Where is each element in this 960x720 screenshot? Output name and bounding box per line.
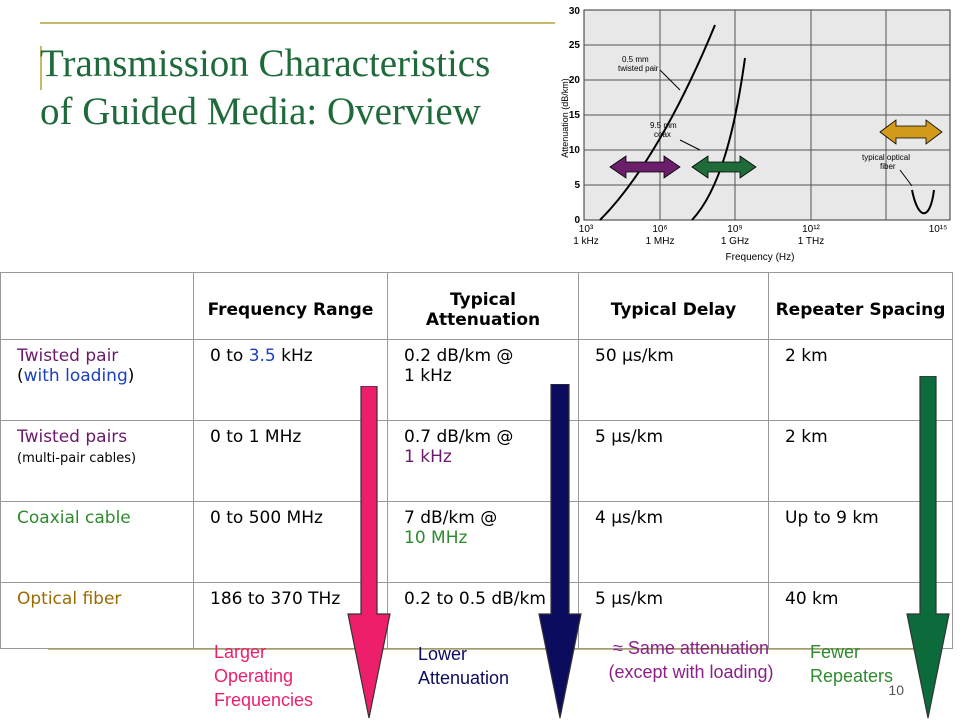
green-down-arrow	[906, 376, 950, 719]
slide-title: Transmission Characteristics of Guided M…	[40, 40, 550, 136]
cell-medium: Twisted pairs (multi-pair cables)	[0, 420, 194, 502]
gold-double-arrow	[879, 119, 943, 145]
cell-medium: Coaxial cable	[0, 501, 194, 583]
medium-sub-close: )	[127, 366, 135, 386]
label-coax: 9.5 mm	[650, 121, 677, 130]
y-tick-15: 15	[569, 110, 581, 121]
label-fiber: typical optical	[862, 153, 910, 162]
cell-attenuation: 0.7 dB/km @1 kHz	[387, 420, 579, 502]
medium-name: Twisted pair	[17, 346, 119, 366]
cell-attenuation: 0.2 dB/km @1 kHz	[387, 339, 579, 421]
x-tick-1e3: 10³	[579, 224, 594, 235]
x-tick-1e9: 10⁹	[727, 224, 742, 235]
x-axis-label: Frequency (Hz)	[726, 252, 795, 263]
table-header-row: Frequency Range Typical Attenuation Typi…	[0, 272, 953, 340]
note-fewer-repeaters: Fewer Repeaters	[810, 642, 894, 686]
cell-delay: 4 μs/km	[578, 501, 769, 583]
x-tick-1mhz: 1 MHz	[646, 236, 675, 247]
x-tick-1khz: 1 kHz	[573, 236, 599, 247]
medium-sub-open: (	[17, 366, 24, 386]
y-axis-label: Attenuation (dB/km)	[560, 78, 570, 158]
freq-b: 3.5	[248, 346, 276, 366]
table-row: Twisted pair (with loading) 0 to 3.5 kHz…	[0, 339, 953, 421]
x-tick-1e12: 10¹²	[802, 224, 820, 235]
atten-b: 1 kHz	[404, 447, 452, 467]
atten-a: 0.2 dB/km @	[404, 346, 514, 366]
twisted-pair-curve	[599, 24, 716, 221]
x-tick-1e6: 10⁶	[652, 224, 667, 235]
table-row: Twisted pairs (multi-pair cables) 0 to 1…	[0, 420, 953, 502]
header-typical-attenuation: Typical Attenuation	[387, 272, 579, 340]
cell-attenuation: 7 dB/km @10 MHz	[387, 501, 579, 583]
header-medium	[0, 272, 194, 340]
purple-double-arrow	[609, 155, 681, 179]
y-tick-30: 30	[569, 6, 581, 17]
cell-delay: 50 μs/km	[578, 339, 769, 421]
note-same-attenuation-line2: (except with loading)	[608, 662, 774, 682]
attenuation-graph: 0 5 10 15 20 25 30 Attenuation (dB/km) 1…	[560, 0, 960, 268]
label-twisted-pair: 0.5 mm	[622, 55, 649, 64]
cell-medium: Twisted pair (with loading)	[0, 339, 194, 421]
x-tick-1ghz: 1 GHz	[721, 236, 749, 247]
bottom-rule	[48, 648, 938, 650]
atten-a: 0.7 dB/km @	[404, 427, 514, 447]
coax-pointer	[679, 139, 701, 151]
note-same-attenuation: ≈ Same attenuation (except with loading)	[576, 636, 806, 684]
fiber-curve	[911, 189, 935, 215]
table-row: Coaxial cable 0 to 500 MHz 7 dB/km @10 M…	[0, 501, 953, 583]
title-left-rule	[40, 46, 42, 90]
cell-frequency: 0 to 500 MHz	[193, 501, 388, 583]
medium-name: Coaxial cable	[17, 508, 131, 528]
label-coax-2: coax	[654, 130, 671, 139]
y-tick-0: 0	[574, 215, 580, 226]
header-typical-delay: Typical Delay	[578, 272, 769, 340]
green-double-arrow	[691, 155, 757, 179]
cell-frequency: 0 to 1 MHz	[193, 420, 388, 502]
cell-delay: 5 μs/km	[578, 582, 769, 649]
note-same-attenuation-line1: ≈ Same attenuation	[613, 638, 769, 658]
atten-b: 10 MHz	[404, 528, 468, 548]
label-fiber-2: fiber	[880, 162, 896, 171]
cell-delay: 5 μs/km	[578, 420, 769, 502]
top-rule	[40, 22, 555, 24]
label-twisted-pair-2: twisted pair	[618, 64, 659, 73]
coax-curve	[691, 57, 746, 221]
x-tick-1e15: 10¹⁵	[929, 224, 948, 235]
navy-down-arrow	[538, 384, 582, 719]
twisted-pair-pointer	[659, 69, 681, 91]
page-number: 10	[888, 682, 904, 698]
cell-medium: Optical fiber	[0, 582, 194, 649]
title-line-1: Transmission Characteristics	[40, 42, 491, 85]
y-tick-5: 5	[574, 180, 580, 191]
characteristics-table: Frequency Range Typical Attenuation Typi…	[0, 272, 953, 649]
y-tick-10: 10	[569, 145, 581, 156]
atten-a: 7 dB/km @	[404, 508, 498, 528]
medium-name: Twisted pairs	[17, 427, 128, 447]
title-line-2: of Guided Media: Overview	[40, 90, 481, 133]
y-tick-20: 20	[569, 75, 581, 86]
fiber-pointer	[899, 169, 913, 187]
cell-frequency: 0 to 3.5 kHz	[193, 339, 388, 421]
medium-sub: with loading	[23, 366, 128, 386]
freq-a: 0 to	[210, 346, 249, 366]
note-lower-attenuation: Lower Attenuation	[418, 644, 510, 688]
table-row: Optical fiber 186 to 370 THz 0.2 to 0.5 …	[0, 582, 953, 649]
pink-down-arrow	[347, 386, 391, 719]
note-larger-frequencies: Larger Operating Frequencies	[214, 642, 314, 710]
medium-sub: (multi-pair cables)	[17, 451, 137, 466]
x-tick-1thz: 1 THz	[798, 236, 825, 247]
header-frequency-range: Frequency Range	[193, 272, 388, 340]
y-tick-25: 25	[569, 40, 581, 51]
freq-c: kHz	[275, 346, 313, 366]
atten-b: 1 kHz	[404, 366, 452, 386]
header-repeater-spacing: Repeater Spacing	[768, 272, 953, 340]
medium-name: Optical fiber	[17, 589, 122, 609]
